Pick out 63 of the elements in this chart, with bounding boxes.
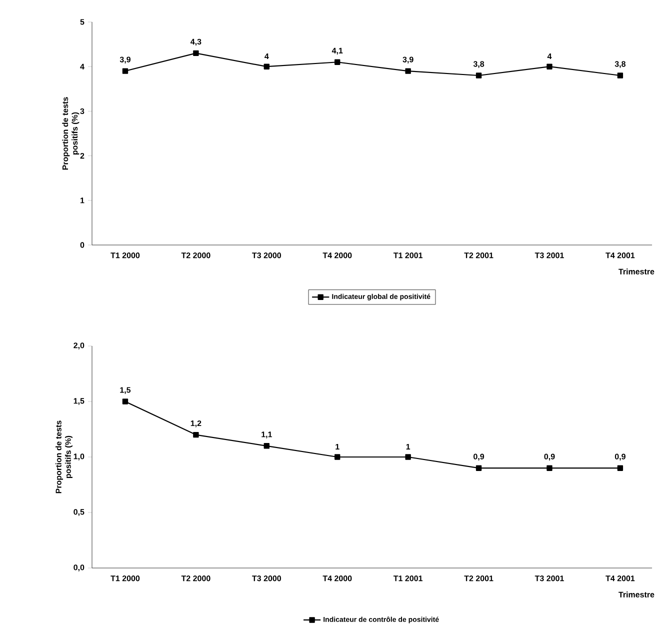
data-label: 0,9 <box>474 454 484 461</box>
point <box>264 443 270 449</box>
point <box>476 72 482 78</box>
data-label: 0,9 <box>614 454 626 461</box>
x-tick-label: T1 2000 <box>110 576 140 582</box>
y-tick-label: 0,0 <box>74 564 84 572</box>
x-tick-label: T2 2001 <box>464 576 494 582</box>
y-tick-label: 2 <box>80 153 84 159</box>
x-axis-title: Trimestre <box>618 268 654 274</box>
data-label: 1 <box>336 444 340 450</box>
point <box>193 50 199 56</box>
data-label: 4 <box>547 54 552 60</box>
data-label: 0,9 <box>544 454 555 461</box>
point <box>193 432 199 438</box>
x-tick-label: T4 2001 <box>606 252 635 258</box>
x-tick-label: T3 2000 <box>252 576 281 582</box>
point <box>334 454 340 460</box>
data-label: 4,1 <box>332 48 343 55</box>
data-label: 1,2 <box>190 420 202 428</box>
point <box>405 68 411 74</box>
data-label: 1 <box>406 444 410 450</box>
data-label: 3,8 <box>473 61 484 68</box>
point <box>476 465 482 471</box>
point <box>334 59 340 65</box>
x-tick-label: T1 2001 <box>393 252 423 258</box>
x-axis-title: Trimestre <box>618 592 654 598</box>
point <box>546 64 552 70</box>
y-tick-label: 1 <box>80 198 84 204</box>
data-label: 4,3 <box>190 38 202 46</box>
data-label: 3,9 <box>120 56 130 64</box>
point <box>617 465 624 471</box>
y-axis-title: Proportion de tests positifs (%) <box>62 97 80 170</box>
data-label: 3,9 <box>402 56 414 64</box>
x-tick-label: T1 2001 <box>393 576 423 582</box>
point <box>405 454 411 460</box>
point <box>546 465 552 471</box>
x-tick-label: T2 2001 <box>464 252 494 258</box>
point <box>122 398 128 404</box>
x-tick-label: T4 2001 <box>606 576 635 582</box>
y-tick-label: 0 <box>80 242 84 248</box>
x-tick-label: T4 2000 <box>322 252 352 258</box>
y-axis-title: Proportion de tests positifs (%) <box>56 420 72 494</box>
y-tick-label: 5 <box>80 19 84 25</box>
x-tick-label: T4 2000 <box>322 576 352 582</box>
y-tick-label: 0,5 <box>74 509 84 516</box>
data-label: 3,8 <box>614 61 626 68</box>
x-tick-label: T3 2000 <box>252 252 281 258</box>
point <box>617 72 624 78</box>
point <box>264 64 270 70</box>
y-tick-label: 1,0 <box>74 454 84 460</box>
x-tick-label: T1 2000 <box>110 252 140 258</box>
data-label: 1,5 <box>120 387 131 394</box>
x-tick-label: T3 2001 <box>534 576 564 582</box>
x-tick-label: T3 2001 <box>534 252 564 258</box>
data-label: 1,1 <box>262 432 272 438</box>
x-tick-label: T2 2000 <box>181 252 210 258</box>
point <box>122 68 128 74</box>
y-tick-label: 3 <box>80 108 84 114</box>
y-tick-label: 1,5 <box>74 398 84 405</box>
x-tick-label: T2 2000 <box>181 576 210 582</box>
y-tick-label: 2,0 <box>74 342 84 350</box>
y-tick-label: 4 <box>80 64 84 70</box>
data-label: 4 <box>264 54 269 60</box>
